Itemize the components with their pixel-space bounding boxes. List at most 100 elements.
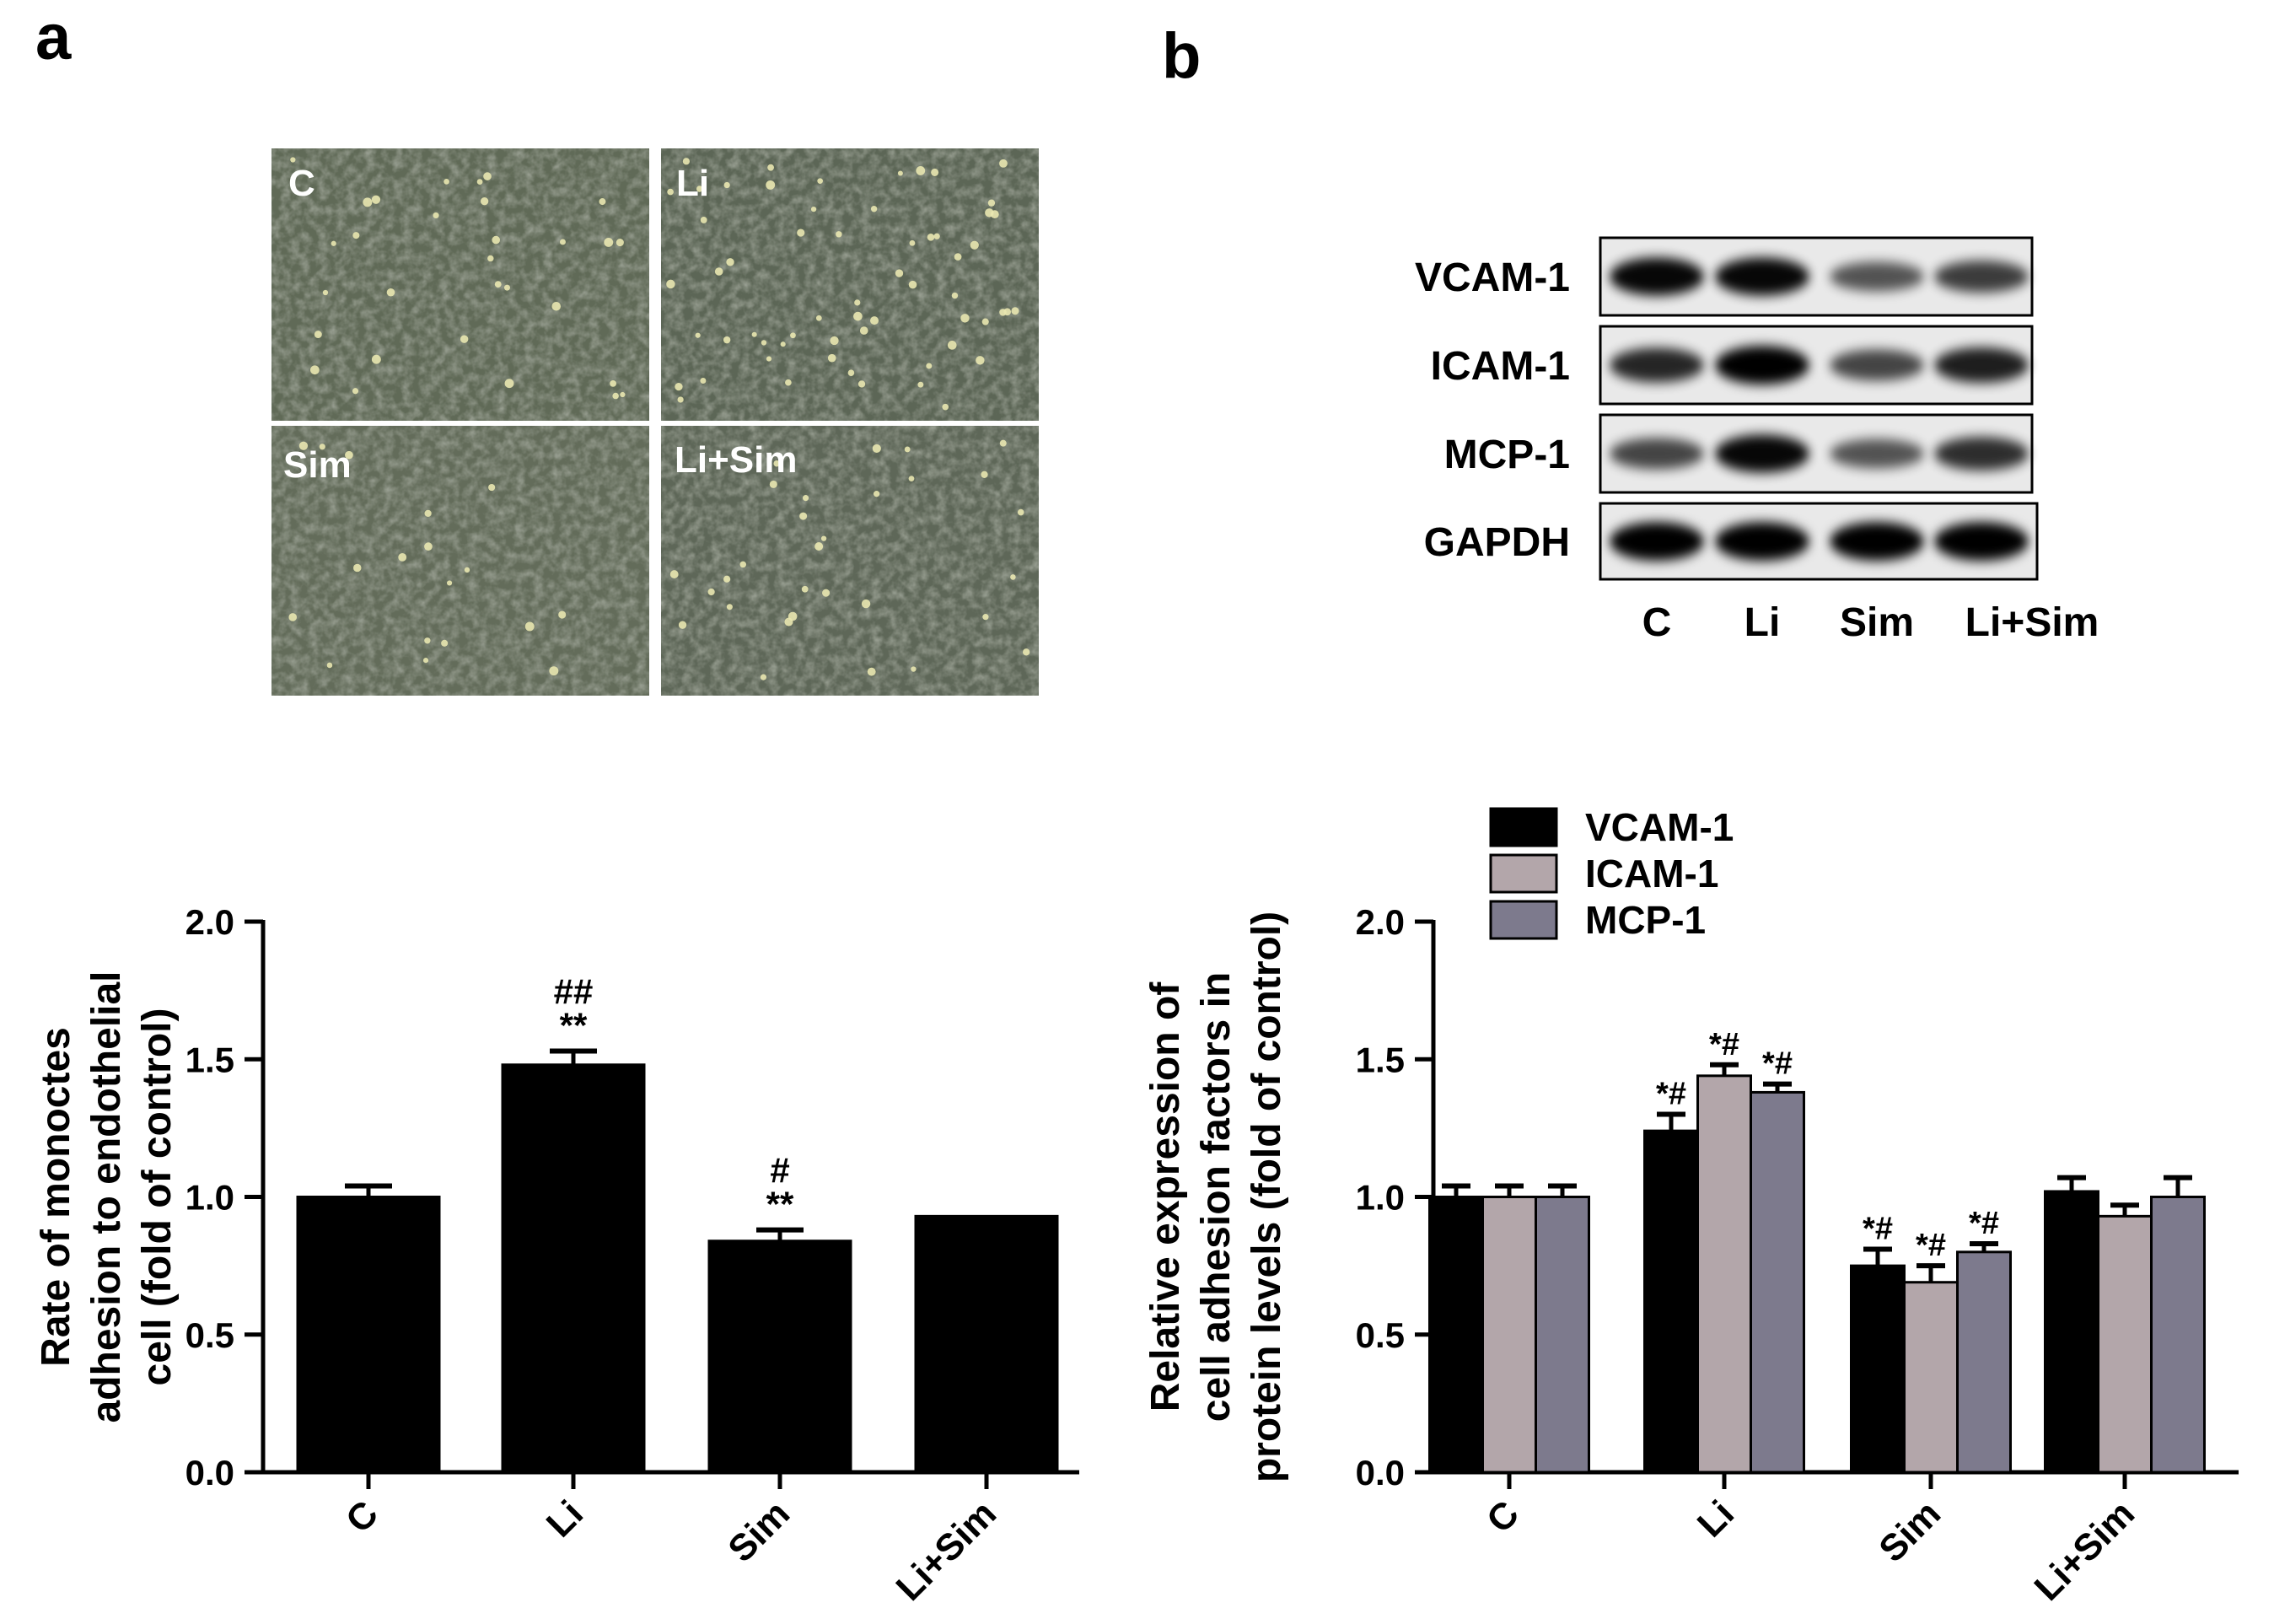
blot-band: [1934, 261, 2029, 293]
monocyte-dot: [976, 356, 985, 365]
monocyte-dot: [830, 336, 839, 346]
bar: [1535, 1196, 1590, 1474]
monocyte-dot: [820, 535, 827, 541]
micrograph-sim: [271, 426, 649, 696]
blot-row-label: GAPDH: [1424, 520, 1570, 565]
monocyte-dot: [1017, 508, 1024, 516]
monocyte-dot: [908, 280, 917, 289]
monocyte-dot: [352, 388, 359, 395]
monocyte-dot: [785, 379, 792, 386]
monocyte-dot: [801, 585, 809, 593]
monocyte-dot: [870, 316, 879, 325]
monocyte-dot: [707, 588, 715, 596]
monocyte-dot: [815, 315, 822, 321]
monocyte-dot: [766, 180, 776, 190]
bar: [2150, 1196, 2206, 1474]
micro-label-c: C: [288, 163, 315, 204]
monocyte-dot: [802, 495, 809, 502]
monocyte-dot: [331, 240, 336, 246]
bar: [296, 1196, 441, 1474]
monocyte-dot: [766, 356, 772, 362]
monocyte-dot: [814, 542, 824, 551]
monocyte-dot: [677, 396, 684, 403]
significance-mark: **: [766, 1185, 794, 1224]
y-tick-label: 0.0: [1356, 1453, 1405, 1492]
legend-label: VCAM-1: [1585, 805, 1734, 849]
blot-band: [1830, 438, 1924, 469]
monocyte-dot: [464, 567, 470, 573]
y-tick-label: 0.5: [185, 1315, 234, 1355]
x-tick-label: C: [1479, 1492, 1527, 1541]
y-tick-label: 0.5: [1356, 1315, 1405, 1355]
blot-band: [1934, 522, 2029, 561]
monocyte-dot: [288, 613, 298, 621]
monocyte-dot: [931, 168, 939, 176]
micrograph-li-sim: [661, 426, 1039, 696]
blot-row-label: VCAM-1: [1415, 255, 1570, 300]
monocyte-dot: [723, 181, 730, 189]
monocyte-dot: [761, 340, 767, 346]
monocyte-dot: [760, 674, 767, 680]
y-tick-label: 1.5: [1356, 1040, 1405, 1079]
monocyte-dot: [895, 269, 904, 277]
micrograph-li: [661, 148, 1039, 421]
monocyte-dot: [616, 238, 624, 247]
monocyte-dot: [678, 621, 687, 629]
monocyte-dot: [371, 195, 381, 204]
blot-band: [1830, 522, 1924, 561]
monocyte-dot: [309, 365, 320, 375]
monocyte-dot: [847, 369, 855, 376]
x-tick-label: Li+Sim: [889, 1492, 1005, 1609]
blot-row-label: ICAM-1: [1431, 344, 1570, 389]
blot-band: [1715, 434, 1809, 473]
blot-band: [1610, 522, 1704, 561]
monocyte-dot: [767, 164, 775, 171]
monocyte-dot: [780, 341, 786, 347]
bar: [1643, 1129, 1699, 1474]
blot-band: [1715, 522, 1809, 561]
x-tick-label: Li: [1690, 1492, 1742, 1545]
monocyte-dot: [558, 610, 567, 619]
monocyte-dot: [620, 391, 626, 398]
significance-mark: *#: [1916, 1228, 1946, 1263]
monocyte-dot: [460, 335, 469, 343]
bar: [1481, 1196, 1537, 1474]
monocyte-dot: [726, 258, 734, 266]
chart-b: 0.0 0.5 1.0 1.5 2.0 Relative expression of cel…: [1143, 805, 2239, 1609]
monocyte-dot: [682, 158, 691, 165]
monocyte-dot: [667, 188, 674, 196]
bar: [1696, 1074, 1752, 1474]
monocyte-dot: [424, 509, 432, 518]
monocyte-dot: [696, 186, 703, 192]
bar: [1428, 1196, 1484, 1474]
y-axis-label: Relative expression of: [1143, 981, 1188, 1412]
monocyte-dot: [1011, 307, 1019, 315]
monocyte-dot: [909, 239, 916, 246]
monocyte-dot: [933, 233, 940, 239]
blot-lane-label: C: [1642, 600, 1672, 645]
monocyte-dot: [926, 363, 933, 369]
blot-band: [1610, 257, 1704, 296]
monocyte-dot: [604, 237, 614, 247]
bar: [1903, 1281, 1959, 1474]
monocyte-dot: [371, 354, 381, 364]
x-tick-label: Li: [539, 1492, 591, 1545]
monocyte-dot: [298, 441, 309, 450]
blot-band: [1934, 347, 2029, 383]
monocyte-dot: [386, 288, 395, 297]
y-axis-label: Rate of monoctes: [34, 1027, 78, 1367]
monocyte-dot: [345, 450, 353, 460]
blot-band: [1715, 257, 1809, 296]
monocyte-dot: [836, 231, 842, 238]
monocyte-dot: [441, 639, 449, 647]
monocyte-dot: [788, 611, 798, 621]
monocyte-dot: [503, 284, 510, 291]
monocyte-dot: [817, 178, 823, 184]
monocyte-dot: [363, 197, 373, 207]
monocyte-dot: [492, 235, 501, 245]
blot-band: [1830, 261, 1924, 292]
legend-swatch: [1489, 853, 1558, 894]
monocyte-dot: [908, 476, 915, 481]
monocyte-dot: [911, 666, 917, 672]
micrograph-c: [271, 148, 649, 421]
